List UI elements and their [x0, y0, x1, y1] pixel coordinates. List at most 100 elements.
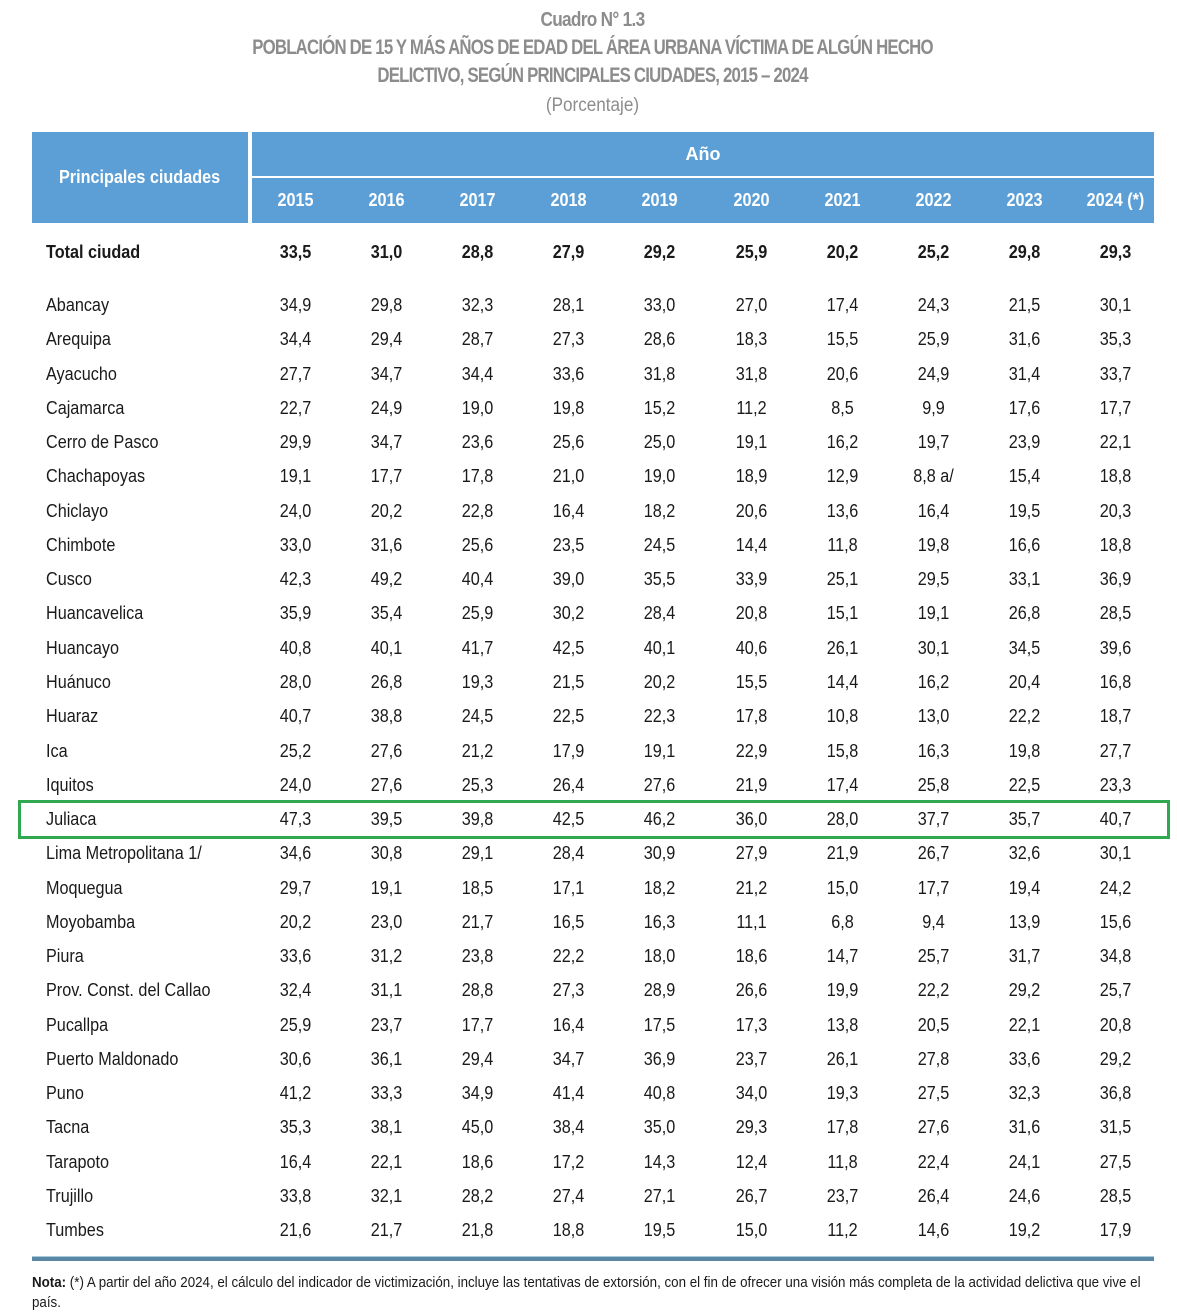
city-name: Chachapoyas	[46, 466, 146, 487]
year-header: 2015	[277, 190, 314, 210]
value-cell: 25,0	[644, 432, 676, 453]
value-cell: 13,9	[1008, 911, 1041, 932]
value-cell: 30,1	[1099, 295, 1132, 315]
value-cell: 28,9	[644, 980, 676, 1001]
value-cell: 18,6	[735, 946, 767, 967]
city-name: Cerro de Pasco	[46, 432, 159, 453]
table-row: Huánuco 28,0 26,8 19,3 21,5 20,2 15,5 14,4 16,2 2…	[32, 665, 1154, 699]
value-cell: 21,7	[461, 911, 494, 932]
value-cell: 41,4	[553, 1083, 585, 1104]
table-row: Juliaca 47,3 39,5 39,8 42,5 46,2 36,0 28,0 37,7 3…	[32, 802, 1154, 836]
value-cell: 20,3	[1099, 500, 1132, 521]
table-row: Tumbes 21,6 21,7 21,8 18,8 19,5 15,0 11,2 14,6 19…	[32, 1213, 1154, 1247]
table-row: Puno 41,2 33,3 34,9 41,4 40,8 34,0 19,3 27,5 32,3…	[32, 1076, 1154, 1110]
value-cell: 30,6	[279, 1048, 312, 1069]
value-cell: 25,2	[917, 242, 949, 262]
value-cell: 23,8	[461, 946, 494, 967]
value-cell: 23,7	[735, 1048, 767, 1069]
value-cell: 16,3	[917, 740, 949, 761]
value-cell: 25,6	[461, 534, 494, 555]
value-cell: 40,8	[279, 637, 312, 658]
value-cell: 22,1	[370, 1151, 403, 1172]
year-header: 2024 (*)	[1086, 190, 1145, 210]
value-cell: 9,9	[921, 397, 945, 418]
value-cell: 15,5	[735, 671, 767, 692]
value-cell: 38,4	[553, 1117, 585, 1138]
table-row: Chimbote 33,0 31,6 25,6 23,5 24,5 14,4 11,8 19,8…	[32, 528, 1154, 562]
value-cell: 26,6	[735, 980, 767, 1001]
juliaca-highlight-box	[18, 800, 1170, 839]
value-cell: 27,5	[917, 1083, 949, 1104]
value-cell: 20,2	[279, 911, 312, 932]
city-name: Moyobamba	[46, 911, 136, 932]
value-cell: 46,2	[644, 809, 676, 830]
value-cell: 26,4	[917, 1186, 949, 1207]
value-cell: 16,4	[279, 1151, 312, 1172]
value-cell: 6,8	[830, 911, 854, 932]
value-cell: 18,8	[1099, 534, 1132, 555]
city-name: Cajamarca	[46, 397, 125, 418]
value-cell: 31,8	[644, 363, 676, 384]
value-cell: 42,3	[279, 569, 312, 590]
value-cell: 22,4	[917, 1151, 949, 1172]
value-cell: 26,1	[826, 1048, 858, 1069]
table-row: Pucallpa 25,9 23,7 17,7 16,4 17,5 17,3 13,8 20,5…	[32, 1008, 1154, 1042]
total-row: Total ciudad 33,5 31,0 28,8 27,9 29,2 25,9 20,2…	[32, 235, 1154, 269]
value-cell: 14,4	[735, 534, 767, 555]
value-cell: 29,5	[917, 569, 949, 590]
value-cell: 37,7	[917, 809, 949, 830]
value-cell: 25,2	[279, 740, 312, 761]
value-cell: 30,8	[370, 843, 403, 864]
value-cell: 34,7	[553, 1048, 585, 1069]
value-cell: 33,6	[1008, 1048, 1041, 1069]
value-cell: 21,5	[1008, 295, 1041, 315]
city-name: Prov. Const. del Callao	[46, 980, 211, 1001]
value-cell: 28,8	[461, 242, 494, 262]
value-cell: 15,0	[826, 877, 858, 898]
value-cell: 25,6	[553, 432, 585, 453]
value-cell: 22,5	[1008, 774, 1041, 795]
table-row: Cajamarca 22,7 24,9 19,0 19,8 15,2 11,2 8,5 9,9 1…	[32, 391, 1154, 425]
value-cell: 15,6	[1099, 911, 1132, 932]
table-row: Cusco 42,3 49,2 40,4 39,0 35,5 33,9 25,1 29,5 33,…	[32, 562, 1154, 596]
table-row: Huancavelica 35,9 35,4 25,9 30,2 28,4 20,8 15,1…	[32, 596, 1154, 630]
value-cell: 28,0	[826, 809, 858, 830]
table-row: Ayacucho 27,7 34,7 34,4 33,6 31,8 31,8 20,6 24,9…	[32, 357, 1154, 391]
value-cell: 31,8	[735, 363, 767, 384]
table-row: Prov. Const. del Callao 32,4 31,1 28,8 27,3 2…	[32, 973, 1154, 1007]
value-cell: 17,9	[1099, 1220, 1132, 1241]
city-name: Chiclayo	[46, 500, 109, 521]
value-cell: 34,9	[279, 295, 312, 315]
value-cell: 18,9	[735, 466, 767, 487]
city-name: Huaraz	[46, 706, 99, 727]
table-row: Abancay 34,9 29,8 32,3 28,1 33,0 27,0 17,4 24,3 2…	[32, 288, 1154, 322]
value-cell: 25,9	[461, 603, 494, 624]
value-cell: 17,4	[826, 774, 858, 795]
city-name: Tarapoto	[46, 1151, 110, 1172]
value-cell: 21,7	[370, 1220, 403, 1241]
value-cell: 19,3	[826, 1083, 858, 1104]
value-cell: 31,0	[370, 242, 403, 262]
city-name: Tumbes	[46, 1220, 104, 1241]
city-column-header-label: Principales ciudades	[59, 167, 221, 187]
value-cell: 45,0	[461, 1117, 494, 1138]
value-cell: 22,3	[644, 706, 676, 727]
value-cell: 28,5	[1099, 1186, 1132, 1207]
table-title-line-1: POBLACIÓN DE 15 Y MÁS AÑOS DE EDAD DEL Á…	[252, 36, 933, 59]
value-cell: 29,2	[1008, 980, 1041, 1001]
value-cell: 32,4	[279, 980, 312, 1001]
value-cell: 26,8	[370, 671, 403, 692]
value-cell: 27,6	[644, 774, 676, 795]
value-cell: 25,9	[735, 242, 767, 262]
value-cell: 18,7	[1099, 706, 1132, 727]
value-cell: 27,3	[553, 329, 585, 350]
value-cell: 36,8	[1099, 1083, 1132, 1104]
value-cell: 22,2	[1008, 706, 1041, 727]
value-cell: 25,9	[917, 329, 949, 350]
value-cell: 16,4	[553, 500, 585, 521]
value-cell: 17,4	[826, 295, 858, 315]
value-cell: 24,2	[1099, 877, 1132, 898]
year-group-header: Año	[252, 132, 1154, 176]
value-cell: 24,0	[279, 774, 312, 795]
value-cell: 15,1	[826, 603, 858, 624]
